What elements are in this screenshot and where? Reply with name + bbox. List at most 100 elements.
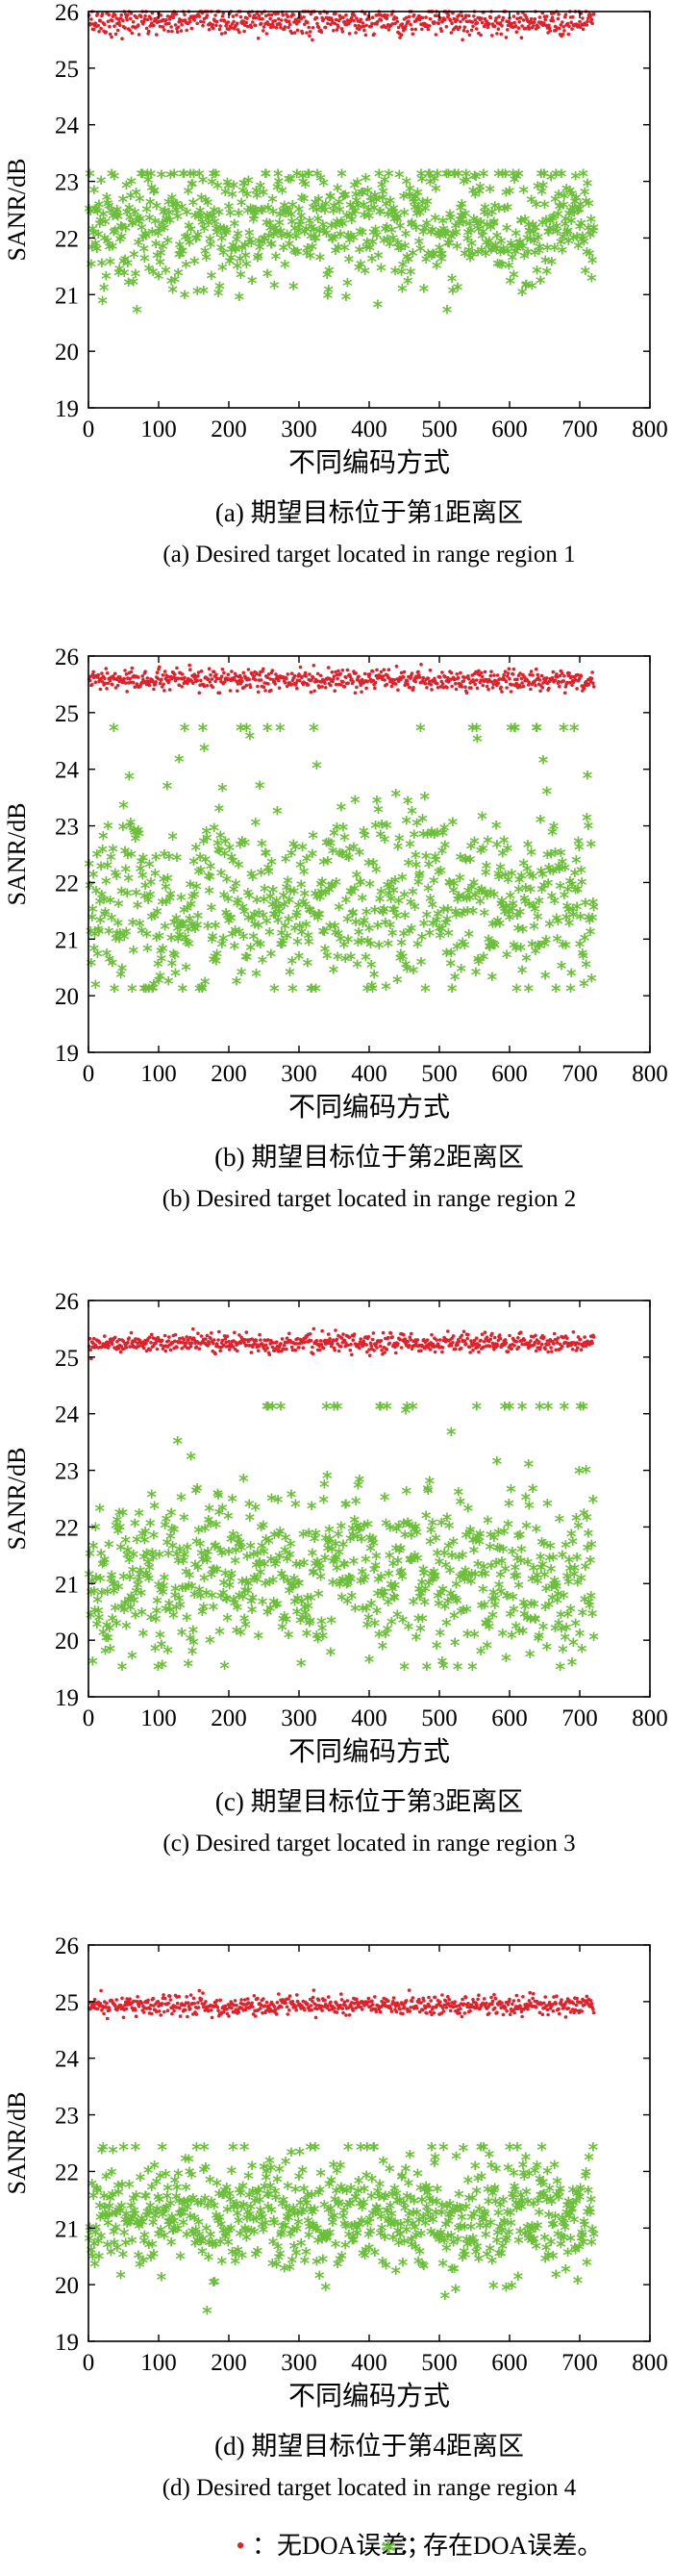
point-b-nodoa bbox=[440, 682, 445, 686]
point-a-nodoa bbox=[92, 27, 96, 32]
point-a-doa: * bbox=[575, 196, 586, 219]
point-a-doa: * bbox=[173, 264, 184, 287]
point-a-nodoa bbox=[336, 25, 340, 29]
panel-c: ****************************************… bbox=[3, 1289, 668, 1856]
point-a-nodoa bbox=[321, 17, 326, 22]
point-b-doa: * bbox=[271, 898, 282, 922]
point-c-doa: * bbox=[127, 1647, 137, 1670]
point-b-doa: * bbox=[187, 916, 197, 939]
point-a-doa: * bbox=[375, 203, 386, 226]
point-b-doa: * bbox=[204, 868, 214, 891]
point-b-nodoa bbox=[558, 673, 562, 678]
point-d-nodoa bbox=[398, 2008, 402, 2011]
point-d-nodoa bbox=[237, 2010, 240, 2014]
point-b-doa: * bbox=[263, 863, 274, 886]
point-b-nodoa bbox=[550, 675, 555, 680]
point-b-nodoa bbox=[152, 687, 156, 692]
point-c-nodoa bbox=[326, 1332, 331, 1336]
point-a-doa: * bbox=[515, 234, 526, 257]
point-a-doa: * bbox=[279, 240, 289, 263]
point-b-doa: * bbox=[383, 876, 393, 899]
point-b-nodoa bbox=[396, 688, 400, 693]
point-b-doa: * bbox=[87, 909, 97, 932]
point-a-nodoa bbox=[106, 19, 111, 24]
point-b-nodoa bbox=[162, 689, 166, 693]
point-d-nodoa bbox=[160, 2002, 164, 2006]
point-b-doa: * bbox=[226, 909, 237, 932]
point-a-nodoa bbox=[444, 25, 449, 29]
point-a-doa: * bbox=[471, 167, 482, 190]
point-b-doa: * bbox=[177, 916, 187, 939]
point-d-nodoa bbox=[389, 2009, 394, 2013]
point-c-doa: * bbox=[588, 1491, 599, 1514]
point-a-doa: * bbox=[85, 165, 95, 189]
point-a-doa: * bbox=[469, 210, 480, 233]
point-b-doa: * bbox=[135, 915, 145, 938]
point-a-nodoa bbox=[297, 19, 301, 24]
point-b-nodoa bbox=[364, 686, 368, 691]
point-d-nodoa bbox=[335, 2010, 339, 2014]
point-b-nodoa bbox=[340, 669, 345, 672]
point-a-doa: * bbox=[353, 197, 363, 220]
point-b-doa: * bbox=[258, 951, 268, 974]
point-b-nodoa bbox=[330, 670, 335, 674]
point-a-nodoa bbox=[436, 13, 439, 18]
point-b-doa: * bbox=[134, 821, 144, 845]
point-d-nodoa bbox=[306, 2002, 310, 2007]
point-c-nodoa bbox=[387, 1341, 392, 1346]
point-a-doa: * bbox=[453, 279, 463, 302]
point-c-nodoa bbox=[267, 1352, 272, 1356]
point-c-doa: * bbox=[425, 1472, 436, 1495]
point-b-doa: * bbox=[259, 907, 269, 930]
point-a-doa: * bbox=[89, 200, 100, 223]
point-b-nodoa bbox=[436, 686, 440, 690]
point-b-nodoa bbox=[263, 689, 267, 693]
point-b-doa: * bbox=[352, 955, 362, 978]
point-a-doa: * bbox=[365, 189, 376, 212]
point-a-doa: * bbox=[256, 201, 266, 224]
point-b-doa: * bbox=[346, 948, 357, 972]
point-b-nodoa bbox=[426, 676, 431, 680]
point-b-doa: * bbox=[172, 849, 183, 872]
point-d-nodoa bbox=[311, 1995, 315, 2000]
point-b-doa: * bbox=[317, 873, 328, 897]
point-d-nodoa bbox=[388, 2007, 393, 2010]
point-a-nodoa bbox=[165, 14, 170, 18]
point-b-nodoa bbox=[446, 675, 450, 680]
point-a-doa: * bbox=[317, 199, 328, 222]
point-b-nodoa bbox=[106, 681, 111, 686]
point-a-doa: * bbox=[446, 228, 457, 251]
point-c-nodoa bbox=[549, 1346, 553, 1350]
point-a-doa: * bbox=[360, 206, 370, 229]
point-c-doa: * bbox=[471, 1398, 482, 1421]
y-tick-label-a: 23 bbox=[55, 170, 79, 196]
point-a-nodoa bbox=[452, 16, 457, 21]
point-a-nodoa bbox=[159, 13, 162, 17]
point-d-nodoa bbox=[396, 2004, 401, 2008]
point-a-doa: * bbox=[572, 228, 583, 251]
point-b-nodoa bbox=[315, 679, 319, 683]
point-b-doa: * bbox=[361, 903, 372, 926]
point-c-nodoa bbox=[210, 1331, 213, 1335]
point-d-nodoa bbox=[343, 2004, 348, 2008]
point-b-doa: * bbox=[205, 869, 215, 892]
point-c-nodoa bbox=[282, 1343, 287, 1348]
point-c-nodoa bbox=[162, 1333, 167, 1338]
point-b-doa: * bbox=[207, 930, 217, 953]
point-b-doa: * bbox=[87, 954, 97, 977]
point-b-nodoa bbox=[569, 674, 573, 679]
point-b-nodoa bbox=[241, 670, 246, 675]
point-a-doa: * bbox=[187, 176, 197, 199]
point-a-nodoa bbox=[559, 23, 563, 27]
point-a-doa: * bbox=[521, 276, 532, 299]
point-c-nodoa bbox=[385, 1348, 389, 1351]
point-a-doa: * bbox=[527, 277, 537, 300]
point-a-doa: * bbox=[381, 220, 391, 243]
point-a-doa: * bbox=[481, 244, 491, 267]
point-a-doa: * bbox=[180, 229, 190, 252]
x-tick-label-c: 400 bbox=[351, 1705, 387, 1731]
point-b-doa: * bbox=[238, 927, 249, 950]
point-a-doa: * bbox=[378, 189, 388, 213]
point-a-nodoa bbox=[176, 25, 181, 30]
point-c-nodoa bbox=[386, 1335, 390, 1340]
